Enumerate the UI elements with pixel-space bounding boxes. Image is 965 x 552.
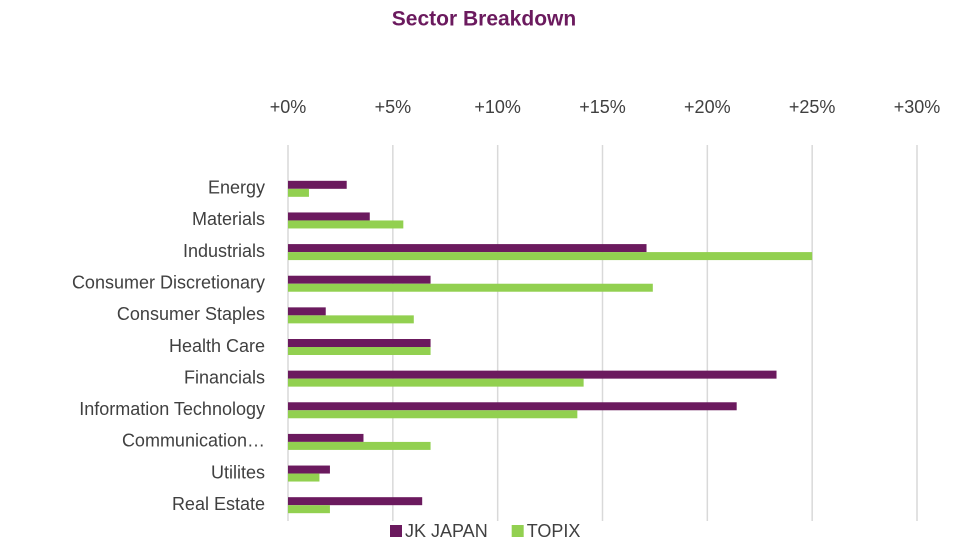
bar xyxy=(288,275,431,284)
legend-swatch xyxy=(511,525,524,537)
bar xyxy=(288,473,320,482)
y-tick-label: Materials xyxy=(192,209,265,229)
x-tick-label: +5% xyxy=(375,97,412,117)
bar xyxy=(288,370,777,379)
y-tick-label: Financials xyxy=(184,367,265,387)
bar xyxy=(288,441,431,450)
bar xyxy=(288,410,578,419)
bar xyxy=(288,402,737,411)
bar xyxy=(288,220,404,229)
bar xyxy=(288,465,330,474)
x-tick-label: +10% xyxy=(474,97,521,117)
bar xyxy=(288,180,347,189)
bar xyxy=(288,433,364,442)
y-tick-label: Information Technology xyxy=(79,399,265,419)
x-tick-label: +25% xyxy=(789,97,836,117)
bar xyxy=(288,497,423,506)
y-tick-label: Health Care xyxy=(169,336,265,356)
x-tick-label: +30% xyxy=(894,97,941,117)
legend-label: TOPIX xyxy=(527,521,581,541)
bar xyxy=(288,244,647,253)
bar xyxy=(288,339,431,347)
legend-swatch xyxy=(390,525,402,537)
bar xyxy=(288,188,309,197)
y-tick-label: Industrials xyxy=(183,241,265,261)
bar xyxy=(288,252,813,261)
y-tick-label: Utilites xyxy=(211,462,265,482)
chart-title: Sector Breakdown xyxy=(392,8,576,31)
y-tick-label: Energy xyxy=(208,178,265,198)
bar xyxy=(288,212,370,221)
bar xyxy=(288,378,584,387)
bar xyxy=(288,283,653,292)
bar xyxy=(288,505,330,514)
legend-label: JK JAPAN xyxy=(405,521,488,541)
y-tick-label: Real Estate xyxy=(172,494,265,514)
y-tick-label: Consumer Discretionary xyxy=(72,272,265,292)
x-tick-label: +20% xyxy=(684,97,731,117)
x-tick-label: +0% xyxy=(270,97,307,117)
bar xyxy=(288,307,326,316)
y-tick-label: Consumer Staples xyxy=(117,304,265,324)
bar xyxy=(288,315,414,324)
y-tick-label: Communication… xyxy=(122,431,265,451)
bar xyxy=(288,347,431,355)
x-tick-label: +15% xyxy=(579,97,626,117)
